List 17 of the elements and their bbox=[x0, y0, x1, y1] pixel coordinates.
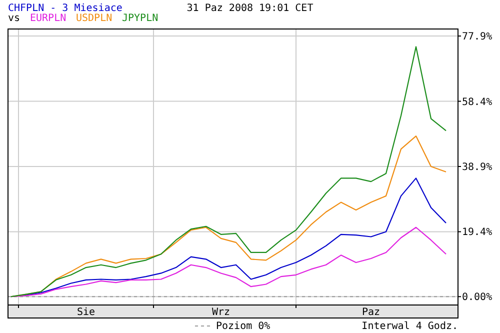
y-tick-label: 19.4% bbox=[462, 227, 492, 238]
x-tick-label: Wrz bbox=[212, 307, 230, 318]
x-tick-label: Sie bbox=[76, 307, 96, 318]
legend-label: Poziom 0% bbox=[216, 321, 270, 332]
chart-subtitle: 31 Paz 2008 19:01 CET bbox=[186, 3, 314, 14]
text: USDPLN bbox=[76, 13, 112, 24]
line-series bbox=[10, 46, 447, 298]
chart-title: CHFPLN - 3 Miesiace bbox=[8, 3, 122, 14]
legend-title: vs bbox=[8, 13, 20, 24]
y-tick-label: 0.00% bbox=[462, 292, 492, 304]
y-tick-label: 58.4% bbox=[462, 96, 492, 108]
text: JPYPLN bbox=[122, 13, 158, 24]
text: EURPLN bbox=[30, 13, 66, 24]
text: Interwal 4 Godz. bbox=[362, 321, 458, 332]
y-tick-label: 38.9% bbox=[462, 162, 492, 173]
x-tick-label: Paz bbox=[362, 307, 380, 318]
y-tick-label: 77.9% bbox=[462, 32, 492, 43]
